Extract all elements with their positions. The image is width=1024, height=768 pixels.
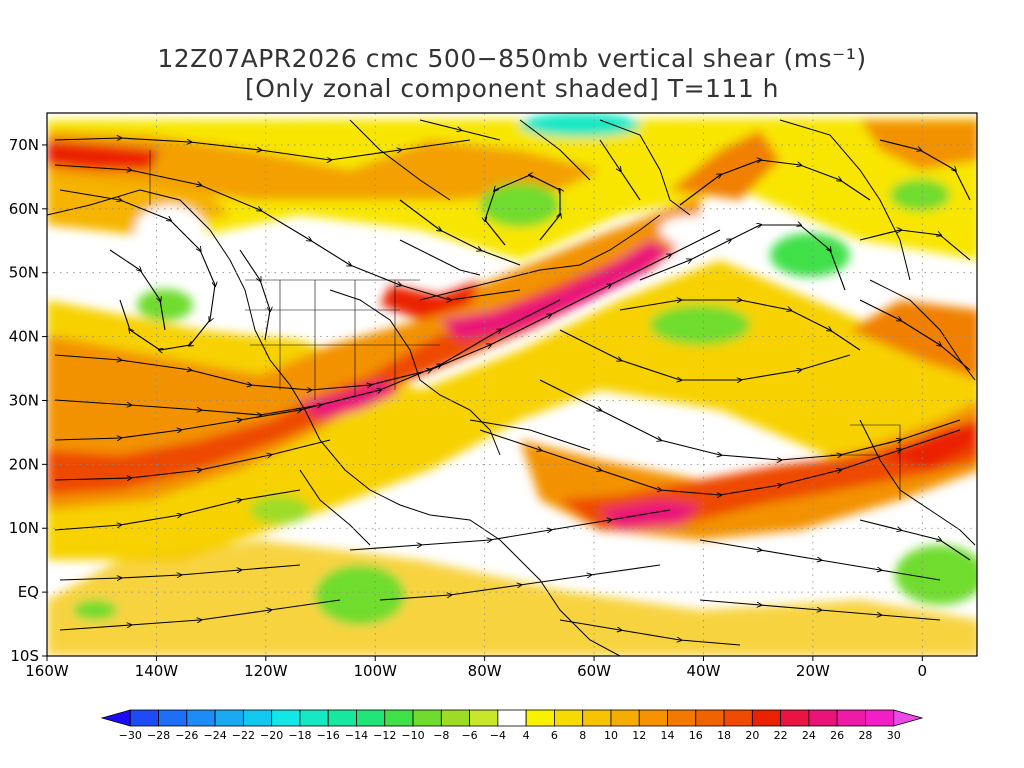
- lat-tick-label: 50N: [9, 264, 39, 282]
- lat-tick-label: 10N: [9, 519, 39, 537]
- colorbar-label: −10: [401, 729, 424, 742]
- colorbar-label: 30: [887, 729, 901, 742]
- colorbar-swatch: [638, 709, 668, 727]
- colorbar-label: −24: [203, 729, 226, 742]
- colorbar-swatch: [554, 709, 584, 727]
- colorbar-label: 4: [523, 729, 530, 742]
- colorbar-swatch: [582, 709, 612, 727]
- colorbar-swatch: [780, 709, 810, 727]
- lon-tick-label: 140W: [135, 662, 179, 680]
- longitude-labels: 160W 140W 120W 100W 80W 60W 40W 20W 0: [25, 662, 927, 680]
- colorbar-swatch: [412, 709, 442, 727]
- map-plot-area: [47, 113, 977, 656]
- latitude-labels: 70N 60N 50N 40N 30N 20N 10N EQ 10S: [9, 136, 39, 665]
- lon-tick-label: 160W: [25, 662, 69, 680]
- colorbar-swatch: [440, 709, 470, 727]
- colorbar-label: −18: [288, 729, 311, 742]
- colorbar-label: 24: [802, 729, 816, 742]
- colorbar-labels: −30 −28 −26 −24 −22 −20 −18 −16 −14 −12 −10 −8 −6 −4 4…: [119, 729, 901, 742]
- colorbar-label: −14: [345, 729, 368, 742]
- colorbar-label: 8: [579, 729, 586, 742]
- lon-tick-label: 120W: [244, 662, 288, 680]
- colorbar-label: −16: [317, 729, 340, 742]
- lat-tick-label: EQ: [18, 583, 39, 601]
- colorbar-swatch: [893, 709, 924, 727]
- map-frame: [46, 112, 978, 657]
- axis-ticks: [42, 144, 923, 661]
- colorbar-swatch: [299, 709, 329, 727]
- colorbar-swatch: [865, 709, 895, 727]
- colorbar-swatch: [808, 709, 838, 727]
- lat-tick-label: 30N: [9, 391, 39, 409]
- colorbar-swatch: [384, 709, 414, 727]
- colorbar-swatch: [242, 709, 273, 727]
- colorbar-label: 28: [858, 729, 872, 742]
- colorbar-label: 22: [774, 729, 788, 742]
- colorbar-swatch: [271, 709, 301, 727]
- colorbar-label: 10: [604, 729, 618, 742]
- lat-tick-label: 10S: [10, 647, 39, 665]
- colorbar-label: −26: [175, 729, 198, 742]
- lat-tick-label: 40N: [9, 328, 39, 346]
- streamlines: [54, 119, 971, 646]
- colorbar-label: −12: [373, 729, 396, 742]
- colorbar-label: 20: [745, 729, 759, 742]
- colorbar-swatch: [751, 709, 782, 727]
- colorbar-swatch: [497, 709, 527, 727]
- lon-tick-label: 20W: [796, 662, 830, 680]
- lat-tick-label: 70N: [9, 136, 39, 154]
- lon-tick-label: 60W: [577, 662, 611, 680]
- colorbar-swatch: [100, 709, 131, 727]
- map-title-line-1: 12Z07APR2026 cmc 500−850mb vertical shea…: [157, 44, 867, 73]
- colorbar-label: 6: [551, 729, 558, 742]
- colorbar-swatch: [836, 709, 866, 727]
- colorbar-swatch: [186, 709, 216, 727]
- colorbar-label: 16: [689, 729, 703, 742]
- colorbar-swatch: [327, 709, 357, 727]
- lon-tick-label: 80W: [468, 662, 502, 680]
- lon-tick-label: 100W: [354, 662, 398, 680]
- colorbar-swatch: [525, 709, 555, 727]
- colorbar-swatch: [667, 709, 697, 727]
- colorbar-label: −4: [490, 729, 506, 742]
- lon-tick-label: 40W: [687, 662, 721, 680]
- colorbar-swatch: [129, 709, 159, 727]
- lat-tick-label: 20N: [9, 455, 39, 473]
- colorbar-label: 26: [830, 729, 844, 742]
- colorbar-label: 14: [661, 729, 675, 742]
- colorbar-label: −8: [433, 729, 449, 742]
- colorbar-label: −20: [260, 729, 283, 742]
- colorbar-swatch: [214, 709, 244, 727]
- map-title-line-2: [Only zonal component shaded] T=111 h: [244, 74, 780, 103]
- colorbar: [100, 709, 924, 727]
- colorbar-swatch: [610, 709, 640, 727]
- colorbar-label: 18: [717, 729, 731, 742]
- lon-tick-label: 0: [918, 662, 928, 680]
- colorbar-swatch: [469, 709, 499, 727]
- colorbar-swatch: [158, 709, 188, 727]
- colorbar-label: −30: [119, 729, 142, 742]
- colorbar-swatch: [723, 709, 753, 727]
- colorbar-label: −22: [232, 729, 255, 742]
- colorbar-label: −28: [147, 729, 170, 742]
- lat-tick-label: 60N: [9, 200, 39, 218]
- colorbar-label: 12: [632, 729, 646, 742]
- colorbar-swatch: [695, 709, 725, 727]
- colorbar-label: −6: [461, 729, 477, 742]
- colorbar-swatch: [356, 709, 386, 727]
